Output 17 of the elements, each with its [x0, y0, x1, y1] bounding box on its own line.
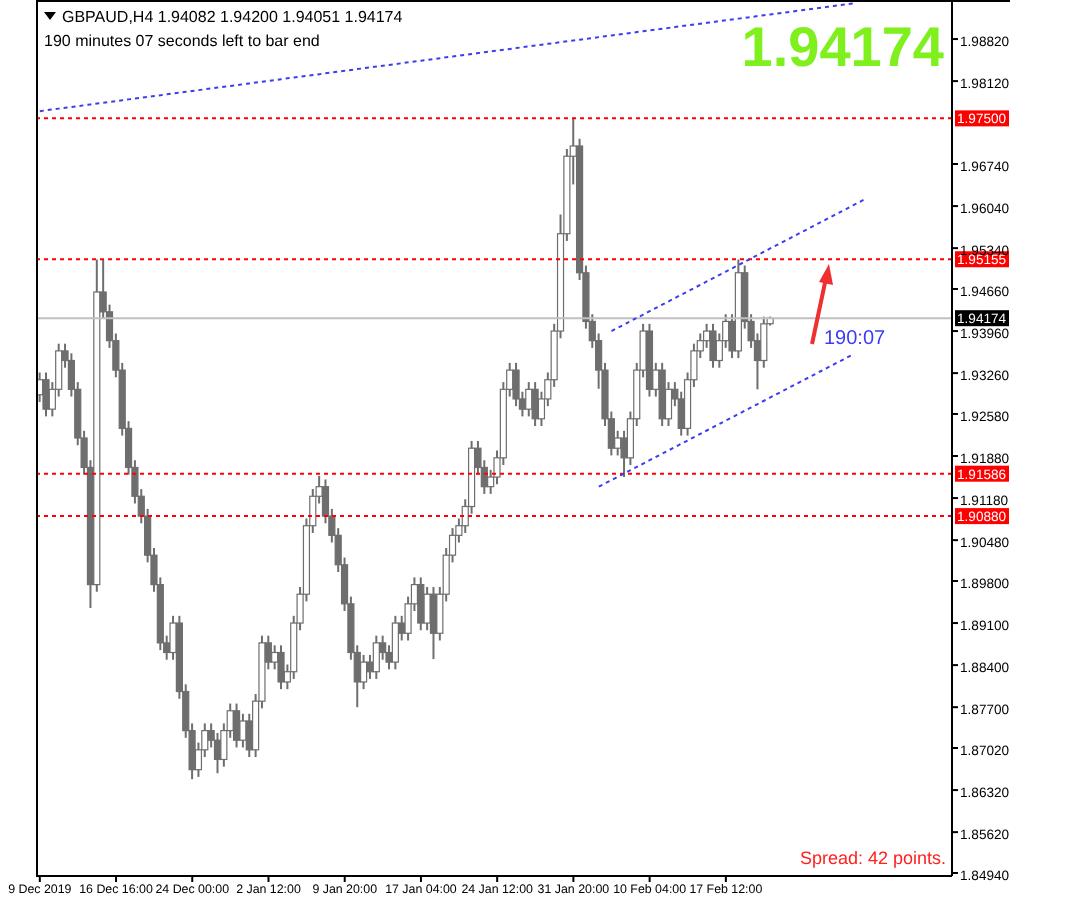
annotation: Spread: 42 points. — [800, 848, 947, 868]
candlestick — [531, 381, 539, 427]
annotation: 1.94174 — [741, 16, 945, 78]
candlestick — [277, 644, 285, 691]
candlestick — [512, 361, 520, 408]
candlestick — [391, 614, 399, 671]
candlestick — [372, 634, 380, 680]
line-series — [597, 353, 854, 488]
text: GBPAUD,H4 1.94082 1.94200 1.94051 1.94174 — [62, 8, 404, 26]
text: 190 minutes 07 seconds left to bar end — [44, 32, 320, 50]
candlestick — [239, 712, 247, 749]
candlestick — [709, 322, 717, 369]
candlestick — [42, 371, 50, 418]
annotation: 190:07 — [824, 328, 887, 350]
candlestick — [423, 586, 431, 632]
candlestick — [360, 653, 368, 691]
line-series — [610, 197, 867, 333]
